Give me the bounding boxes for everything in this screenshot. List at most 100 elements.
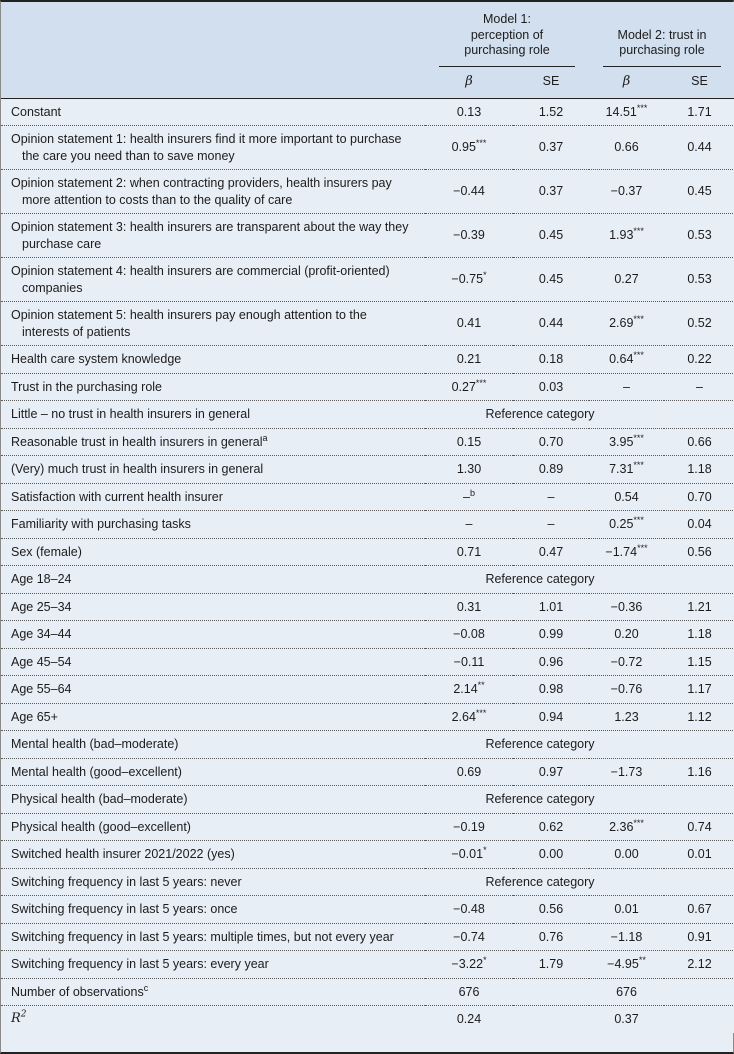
value-cell: −0.74 — [425, 922, 513, 951]
row-label-cell: Number of observationsc — [1, 977, 425, 1006]
table-row: Satisfaction with current health insurer… — [1, 482, 734, 511]
table-row: Physical health (bad–moderate) Reference … — [1, 785, 734, 813]
row-label-cell: Physical health (good–excellent) — [1, 812, 425, 841]
table-row: Age 18–24 Reference category — [1, 565, 734, 593]
value-cell: 0.00 — [513, 840, 589, 868]
row-label: Opinion statement 1: health insurers fin… — [11, 132, 402, 163]
value-cell: −1.18 — [589, 922, 664, 951]
superscript: *** — [633, 349, 644, 360]
row-label: Health care system knowledge — [11, 352, 182, 366]
value-cell: −0.08 — [425, 620, 513, 648]
value-cell: 0.69 — [425, 757, 513, 786]
value-cell: −0.76 — [589, 675, 664, 703]
value-cell: 0.97 — [513, 757, 589, 786]
superscript: *** — [637, 542, 648, 553]
table-row: Sex (female) 0.71 0.47 −1.74*** 0.56 — [1, 537, 734, 566]
row-label-cell: Age 25–34 — [1, 592, 425, 621]
model2-se-header: SE — [664, 66, 734, 99]
value-cell — [513, 1005, 589, 1033]
superscript: * — [483, 270, 487, 281]
value-cell: – — [513, 510, 589, 538]
row-label-cell: Satisfaction with current health insurer — [1, 482, 425, 511]
row-label-cell: Opinion statement 4: health insurers are… — [1, 257, 425, 302]
table-row: Age 25–34 0.31 1.01 −0.36 1.21 — [1, 592, 734, 621]
row-label-cell: Age 45–54 — [1, 647, 425, 676]
row-label-cell: Switching frequency in last 5 years: nev… — [1, 867, 425, 896]
value-cell: 0.31 — [425, 592, 513, 621]
value-cell: 1.18 — [664, 455, 734, 483]
value-cell: – — [513, 482, 589, 511]
value-cell: 0.53 — [664, 257, 734, 302]
value-cell: 0.95*** — [425, 125, 513, 170]
row-label-cell: Opinion statement 5: health insurers pay… — [1, 301, 425, 346]
value-cell — [513, 977, 589, 1006]
reference-category-cell: Reference category — [425, 565, 734, 593]
superscript: *** — [633, 514, 644, 525]
value-cell: – — [664, 372, 734, 401]
table-row: Familiarity with purchasing tasks – –0.25*… — [1, 510, 734, 538]
value-cell: 0.45 — [513, 213, 589, 258]
value-cell: – — [589, 372, 664, 401]
row-label-cell: Age 18–24 — [1, 565, 425, 593]
value-cell: 1.30 — [425, 455, 513, 483]
superscript: b — [469, 487, 475, 498]
row-label: Mental health (good–excellent) — [11, 764, 182, 779]
superscript: *** — [633, 817, 644, 828]
value-cell: 1.16 — [664, 757, 734, 786]
value-cell: 1.71 — [664, 98, 734, 126]
value-cell: 0.00 — [589, 840, 664, 868]
row-label-cell: Opinion statement 1: health insurers fin… — [1, 125, 425, 170]
reference-category-cell: Reference category — [425, 730, 734, 758]
value-cell: 2.36*** — [589, 812, 664, 841]
table-row: Switching frequency in last 5 years: mul… — [1, 922, 734, 951]
table-row: Switching frequency in last 5 years: nev… — [1, 867, 734, 896]
table-row: Opinion statement 3: health insurers are… — [1, 213, 734, 258]
value-cell: 0.67 — [664, 895, 734, 923]
value-cell: 2.14** — [425, 675, 513, 703]
row-label: Age 45–54 — [11, 654, 72, 669]
row-label: Little – no trust in health insurers in … — [11, 407, 251, 421]
regression-results-table: Model 1: perception of purchasing role M… — [1, 2, 734, 1033]
row-label: Constant — [11, 104, 62, 119]
row-label: Switched health insurer 2021/2022 (yes) — [11, 847, 235, 861]
row-label: Reasonable trust in health insurers in g… — [11, 432, 268, 449]
value-cell: 0.56 — [664, 537, 734, 566]
superscript: * — [483, 954, 487, 965]
value-cell: 0.18 — [513, 345, 589, 373]
superscript: *** — [633, 314, 644, 325]
value-cell: 0.64*** — [589, 345, 664, 373]
value-cell: 0.44 — [664, 125, 734, 170]
row-label-cell: (Very) much trust in health insurers in … — [1, 455, 425, 483]
row-label: Switching frequency in last 5 years: eve… — [11, 957, 269, 971]
table-row: Constant 0.13 1.52 14.51*** 1.71 — [1, 98, 734, 126]
row-label: Mental health (bad–moderate) — [11, 737, 179, 751]
table-row: Opinion statement 2: when contracting pr… — [1, 169, 734, 214]
superscript: a — [262, 432, 268, 443]
value-cell: 0.76 — [513, 922, 589, 951]
reference-category-cell: Reference category — [425, 867, 734, 896]
value-cell: 0.94 — [513, 702, 589, 731]
row-label: Switching frequency in last 5 years: nev… — [11, 874, 242, 889]
value-cell: 0.44 — [513, 301, 589, 346]
value-cell: 3.95*** — [589, 427, 664, 456]
row-label: Opinion statement 2: when contracting pr… — [11, 176, 392, 207]
value-cell: 0.47 — [513, 537, 589, 566]
value-cell: 1.15 — [664, 647, 734, 676]
value-cell: −1.74*** — [589, 537, 664, 566]
value-cell: 0.54 — [589, 482, 664, 511]
model2-header-cell: Model 2: trust in purchasing role — [589, 2, 734, 67]
value-cell: 0.13 — [425, 98, 513, 126]
value-cell: 0.03 — [513, 372, 589, 401]
table-row: Trust in the purchasing role 0.27*** 0.03–… — [1, 372, 734, 401]
value-cell: −0.19 — [425, 812, 513, 841]
reference-category-cell: Reference category — [425, 400, 734, 428]
value-cell: 0.56 — [513, 895, 589, 923]
table-row: Health care system knowledge 0.21 0.18 0.64… — [1, 345, 734, 373]
superscript: 2 — [20, 1009, 27, 1020]
row-label: Satisfaction with current health insurer — [11, 489, 223, 504]
table-row: Little – no trust in health insurers in … — [1, 400, 734, 428]
value-cell: 0.41 — [425, 301, 513, 346]
value-cell: −0.36 — [589, 592, 664, 621]
value-cell: 0.21 — [425, 345, 513, 373]
row-label: Number of observationsc — [11, 982, 149, 999]
